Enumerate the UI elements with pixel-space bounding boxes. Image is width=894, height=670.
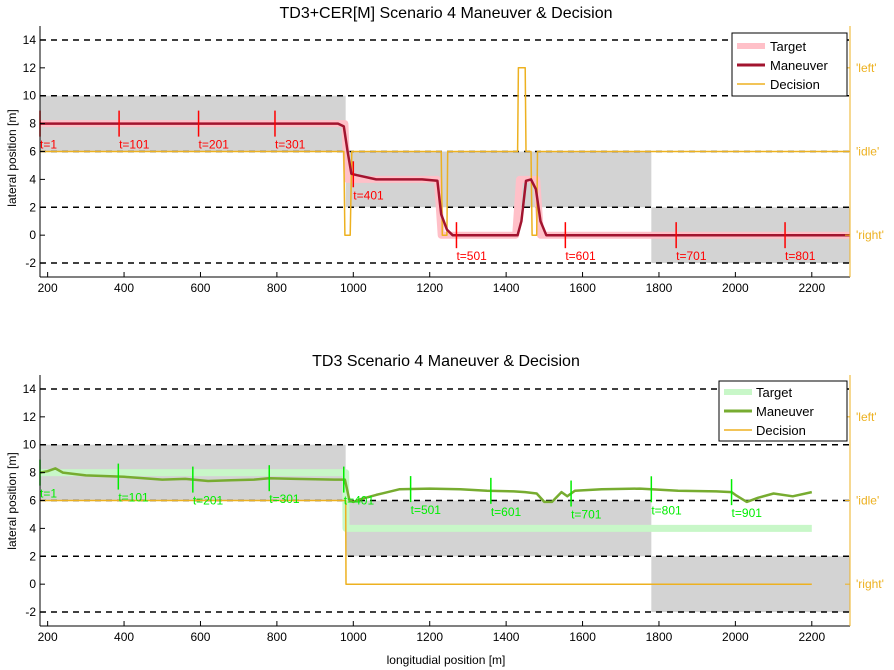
- time-marker-label: t=601: [491, 505, 522, 519]
- time-marker-label: t=301: [275, 138, 306, 152]
- legend-target-label: Target: [756, 385, 793, 400]
- time-marker-label: t=301: [269, 492, 300, 506]
- time-marker-label: t=1: [40, 487, 57, 501]
- series-decision-line: [40, 499, 812, 585]
- x-tick-label: 1400: [493, 281, 520, 295]
- series-decision-line: [40, 67, 850, 236]
- y-tick-label: 6: [29, 145, 36, 159]
- right-axis-label: 'right': [856, 577, 884, 591]
- legend-target-label: Target: [770, 39, 807, 54]
- x-tick-label: 1600: [569, 630, 596, 644]
- bottom-legend: Target Maneuver Decision: [718, 380, 848, 442]
- top-legend: Target Maneuver Decision: [731, 32, 848, 97]
- y-tick-label: 2: [29, 200, 36, 214]
- y-tick-label: 4: [29, 521, 36, 535]
- y-tick-label: 0: [29, 228, 36, 242]
- y-tick-label: 2: [29, 549, 36, 563]
- y-tick-label: 8: [29, 466, 36, 480]
- time-marker-label: t=101: [119, 138, 150, 152]
- time-marker-label: t=201: [193, 494, 224, 508]
- top-chart-title: TD3+CER[M] Scenario 4 Maneuver & Decisio…: [279, 5, 612, 22]
- x-tick-label: 1800: [646, 281, 673, 295]
- x-tick-label: 200: [38, 630, 58, 644]
- x-tick-label: 1200: [416, 281, 443, 295]
- right-axis-label: 'idle': [856, 145, 879, 159]
- time-marker-label: t=901: [732, 506, 763, 520]
- x-tick-label: 1200: [416, 630, 443, 644]
- x-tick-label: 600: [190, 630, 210, 644]
- y-tick-label: 14: [23, 382, 37, 396]
- y-tick-label: 12: [23, 61, 37, 75]
- x-tick-label: 2200: [798, 281, 825, 295]
- series-maneuver-line: [40, 467, 813, 504]
- x-tick-label: 1400: [493, 630, 520, 644]
- time-marker-label: t=801: [651, 503, 682, 517]
- time-marker-label: t=1: [40, 138, 57, 152]
- time-marker-label: t=701: [676, 249, 707, 263]
- time-marker-label: t=501: [411, 503, 442, 517]
- top-y-axis-label: lateral position [m]: [5, 109, 19, 206]
- time-marker-label: t=601: [565, 249, 596, 263]
- time-marker-label: t=801: [785, 249, 816, 263]
- y-tick-label: 10: [23, 438, 37, 452]
- y-tick-label: -2: [25, 256, 36, 270]
- time-marker-label: t=401: [344, 494, 375, 508]
- legend-maneuver-label: Maneuver: [770, 58, 828, 73]
- x-tick-label: 1000: [340, 630, 367, 644]
- x-tick-label: 2000: [722, 630, 749, 644]
- y-tick-label: 10: [23, 89, 37, 103]
- x-tick-label: 1600: [569, 281, 596, 295]
- legend-decision-label: Decision: [756, 423, 806, 438]
- top-subplot: TD3+CER[M] Scenario 4 Maneuver & Decisio…: [5, 5, 884, 295]
- x-tick-label: 1000: [340, 281, 367, 295]
- y-tick-label: 0: [29, 577, 36, 591]
- bottom-chart-title: TD3 Scenario 4 Maneuver & Decision: [312, 353, 580, 370]
- y-tick-label: -2: [25, 605, 36, 619]
- series-maneuver-line: [40, 122, 850, 237]
- x-tick-label: 200: [38, 281, 58, 295]
- time-marker-label: t=701: [571, 508, 602, 522]
- x-tick-label: 600: [190, 281, 210, 295]
- x-tick-label: 2200: [798, 630, 825, 644]
- x-tick-label: 400: [114, 630, 134, 644]
- right-axis-label: 'left': [856, 410, 877, 424]
- time-marker-label: t=101: [118, 491, 149, 505]
- y-tick-label: 6: [29, 494, 36, 508]
- right-axis-label: 'idle': [856, 494, 879, 508]
- time-marker-label: t=201: [199, 138, 230, 152]
- x-tick-label: 2000: [722, 281, 749, 295]
- right-axis-label: 'right': [856, 228, 884, 242]
- x-tick-label: 400: [114, 281, 134, 295]
- time-marker-label: t=501: [456, 249, 487, 263]
- right-axis-label: 'left': [856, 61, 877, 75]
- y-tick-label: 8: [29, 117, 36, 131]
- y-tick-label: 14: [23, 33, 37, 47]
- legend-decision-label: Decision: [770, 77, 820, 92]
- bottom-y-axis-label: lateral position [m]: [5, 452, 19, 549]
- x-tick-label: 800: [267, 281, 287, 295]
- bottom-subplot: TD3 Scenario 4 Maneuver & Decision later…: [5, 353, 884, 667]
- y-tick-label: 4: [29, 172, 36, 186]
- legend-maneuver-label: Maneuver: [756, 404, 814, 419]
- x-tick-label: 1800: [646, 630, 673, 644]
- bottom-x-axis-label: longitudial position [m]: [387, 653, 506, 667]
- time-marker-label: t=401: [353, 188, 384, 202]
- y-tick-label: 12: [23, 410, 37, 424]
- x-tick-label: 800: [267, 630, 287, 644]
